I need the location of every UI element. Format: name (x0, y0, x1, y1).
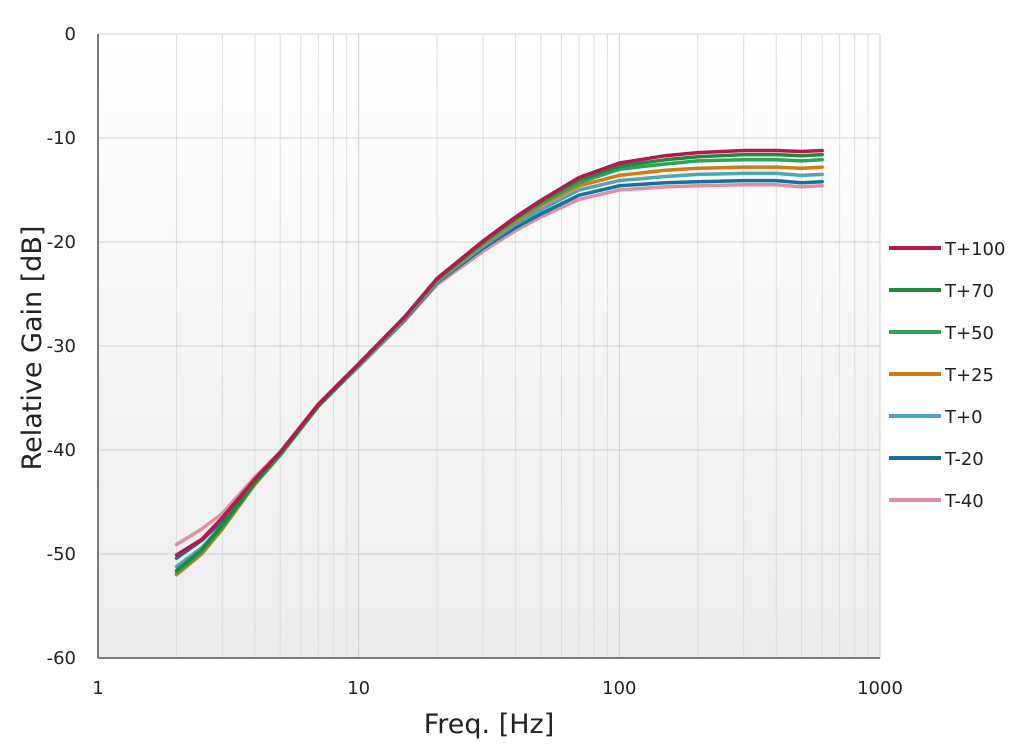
series-line-tplus100 (174, 148, 824, 557)
x-tick-label: 10 (347, 678, 370, 699)
x-tick-label: 1 (92, 678, 103, 699)
legend-label-tplus0: T+0 (944, 407, 983, 428)
tick-labels: 1 10 100 1000 0 -10 -20 -30 -40 -50 -60 (47, 24, 903, 699)
legend: T+100 T+70 T+50 T+25 T+0 T-20 T-40 (889, 239, 1005, 512)
y-tick-label: -50 (47, 544, 76, 565)
y-tick-label: 0 (65, 24, 76, 45)
y-tick-label: -40 (47, 440, 76, 461)
y-tick-label: -30 (47, 336, 76, 357)
series-lines (174, 148, 824, 577)
y-tick-label: -60 (47, 648, 76, 669)
x-axis-title: Freq. [Hz] (424, 709, 555, 740)
y-tick-label: -20 (47, 232, 76, 253)
axes (97, 34, 880, 659)
x-tick-label: 100 (602, 678, 636, 699)
y-axis-title: Relative Gain [dB] (17, 226, 48, 471)
legend-label-tplus70: T+70 (944, 281, 994, 302)
legend-label-tminus20: T-20 (944, 449, 984, 470)
legend-label-tminus40: T-40 (944, 491, 984, 512)
legend-label-tplus25: T+25 (944, 365, 994, 386)
x-tick-label: 1000 (857, 678, 903, 699)
legend-label-tplus50: T+50 (944, 323, 994, 344)
y-tick-label: -10 (47, 128, 76, 149)
legend-label-tplus100: T+100 (944, 239, 1005, 260)
